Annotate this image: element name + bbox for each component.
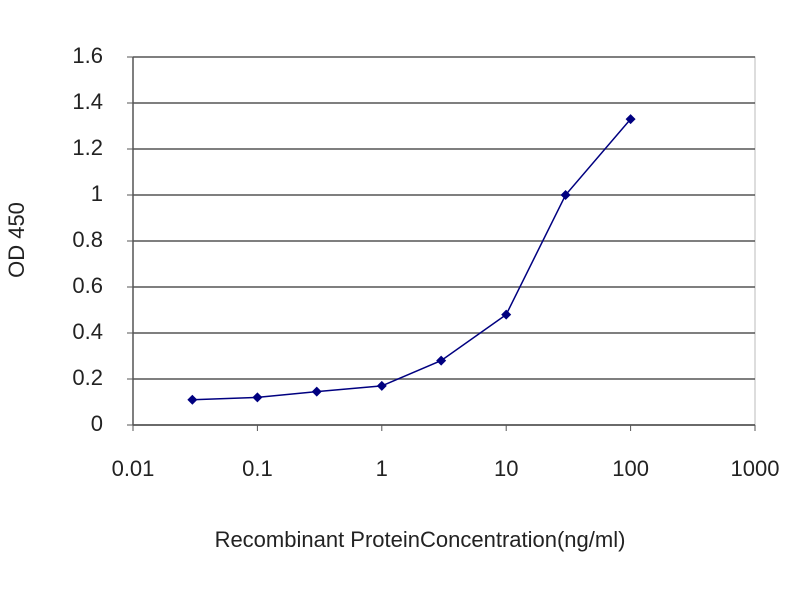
y-tick-label: 0.2 (72, 365, 103, 390)
y-tick-label: 0 (91, 411, 103, 436)
x-tick-label: 10 (494, 456, 518, 481)
y-tick-label: 0.6 (72, 273, 103, 298)
y-tick-label: 1.4 (72, 89, 103, 114)
data-point (252, 392, 263, 403)
x-tick-label: 1000 (731, 456, 780, 481)
data-point (436, 355, 447, 366)
y-axis-label: OD 450 (4, 202, 29, 278)
x-tick-label: 100 (612, 456, 649, 481)
data-point (187, 394, 198, 405)
y-tick-label: 0.8 (72, 227, 103, 252)
x-axis-label: Recombinant ProteinConcentration(ng/ml) (215, 527, 626, 552)
x-tick-label: 0.01 (112, 456, 155, 481)
y-tick-label: 1.2 (72, 135, 103, 160)
y-tick-label: 1 (91, 181, 103, 206)
data-point (501, 309, 512, 320)
y-tick-label: 0.4 (72, 319, 103, 344)
data-point (311, 386, 322, 397)
y-tick-label: 1.6 (72, 43, 103, 68)
series-line (192, 118, 632, 401)
x-tick-label: 1 (376, 456, 388, 481)
data-point (560, 190, 571, 200)
data-point (376, 380, 387, 391)
data-point (625, 114, 636, 125)
x-tick-label: 0.1 (242, 456, 273, 481)
